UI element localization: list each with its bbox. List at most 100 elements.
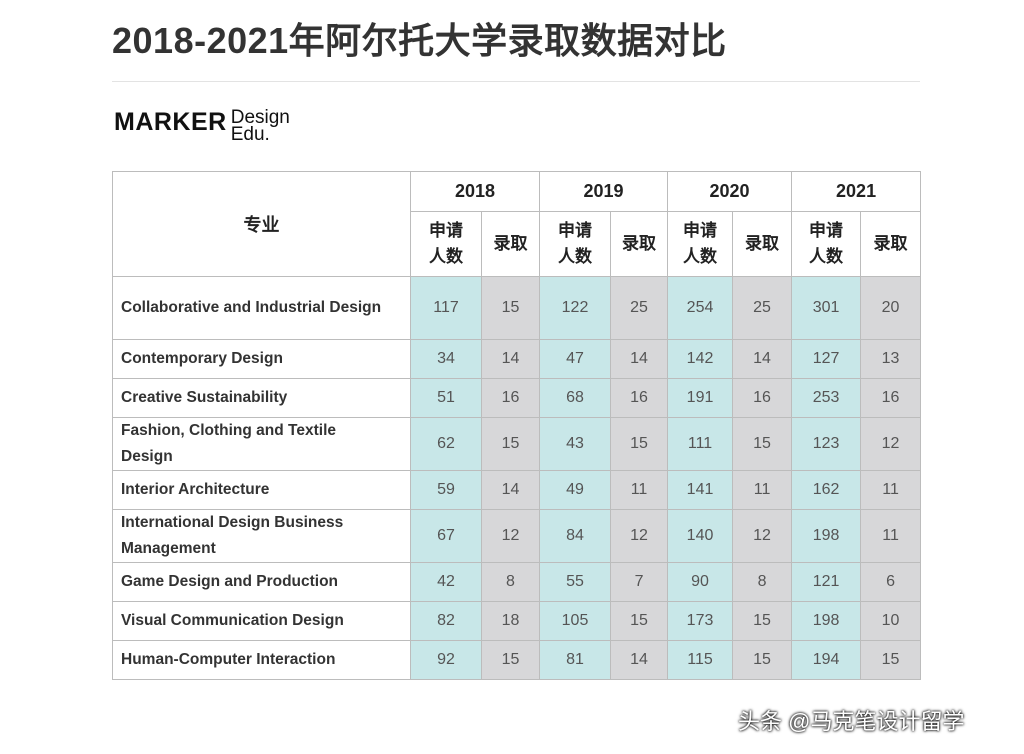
admitted-cell: 15 [732,417,793,471]
year-header: 2020 [667,171,793,212]
admitted-cell: 18 [480,601,541,641]
admitted-cell: 8 [480,562,541,602]
applicants-cell: 122 [539,276,612,340]
applicants-cell: 42 [410,562,482,602]
subheader-text: 录取 [622,234,657,253]
logo: MARKER Design Edu. [114,106,290,145]
data-row: Game Design and Production 42 8 55 7 90 8 121 6 [112,562,922,602]
major-name: International Design Business Management [121,514,344,557]
applicants-cell: 111 [667,417,734,471]
admitted-cell: 15 [480,640,541,680]
logo-main: MARKER [114,108,227,136]
divider [112,81,920,82]
major-cell: International Design Business Management [112,509,411,563]
admitted-cell: 14 [610,640,669,680]
subheader: 申请人数 [539,211,612,277]
major-name: Collaborative and Industrial Design [121,299,382,316]
admitted-cell: 11 [860,509,922,563]
data-row: Contemporary Design 34 14 47 14 142 14 127 13 [112,339,922,379]
applicants-cell: 51 [410,378,482,418]
major-name: Visual Communication Design [121,612,344,629]
applicants-cell: 191 [667,378,734,418]
logo-sub: Design Edu. [230,106,290,145]
data-row: Human-Computer Interaction 92 15 81 14 115 15 1… [112,640,922,680]
admitted-cell: 14 [610,339,669,379]
year-header: 2019 [539,171,669,212]
subheader-text: 录取 [873,234,908,253]
data-table: 专业 2018 2019 2020 2021 申请人数 录取 申请人数 录取 申请人数 录取 申请人数… [112,171,922,680]
applicants-cell: 68 [539,378,612,418]
subheader: 申请人数 [410,211,482,277]
applicants-cell: 115 [667,640,734,680]
admitted-cell: 12 [860,417,922,471]
admitted-cell: 10 [860,601,922,641]
admitted-cell: 20 [860,276,922,340]
major-cell: Creative Sustainability [112,378,411,418]
admitted-cell: 14 [480,470,541,510]
applicants-cell: 198 [791,509,862,563]
major-cell: Contemporary Design [112,339,411,379]
applicants-cell: 142 [667,339,734,379]
major-name: Fashion, Clothing and Textile Design [121,422,336,465]
applicants-cell: 49 [539,470,612,510]
title: 2018-2021年阿尔托大学录取数据对比 [112,20,727,61]
data-row: Collaborative and Industrial Design 117 15… [112,276,922,340]
major-name: Game Design and Production [121,573,339,590]
subheader-text: 录取 [493,234,528,253]
subheader: 申请人数 [791,211,862,277]
applicants-cell: 92 [410,640,482,680]
major-name: Contemporary Design [121,350,283,367]
applicants-cell: 162 [791,470,862,510]
applicants-cell: 301 [791,276,862,340]
applicants-cell: 141 [667,470,734,510]
major-cell: Visual Communication Design [112,601,411,641]
admitted-cell: 15 [732,601,793,641]
subheader-text: 申请人数 [809,221,844,266]
table-body: Collaborative and Industrial Design 117 15… [112,276,922,680]
applicants-cell: 117 [410,276,482,340]
admitted-cell: 25 [610,276,669,340]
subheader: 录取 [732,211,793,277]
applicants-cell: 105 [539,601,612,641]
subheader: 录取 [860,211,922,277]
applicants-cell: 123 [791,417,862,471]
applicants-cell: 43 [539,417,612,471]
major-cell: Interior Architecture [112,470,411,510]
year-header: 2018 [409,171,541,212]
data-row: International Design Business Management… [112,509,922,563]
applicants-cell: 121 [791,562,862,602]
logo-sub1: Design [230,107,290,128]
admitted-cell: 12 [610,509,669,563]
applicants-cell: 127 [791,339,862,379]
watermark: 头条 @马克笔设计留学 [738,709,965,734]
applicants-cell: 59 [410,470,482,510]
subheader: 录取 [480,211,541,277]
applicants-cell: 253 [791,378,862,418]
data-row: Creative Sustainability 51 16 68 16 191 16 253 1… [112,378,922,418]
applicants-cell: 55 [539,562,612,602]
subheader: 录取 [610,211,669,277]
admitted-cell: 14 [480,339,541,379]
applicants-cell: 84 [539,509,612,563]
major-cell: Game Design and Production [112,562,411,602]
major-name: Creative Sustainability [121,389,288,406]
admitted-cell: 25 [732,276,793,340]
admitted-cell: 11 [860,470,922,510]
applicants-cell: 140 [667,509,734,563]
major-cell: Collaborative and Industrial Design [112,276,411,340]
applicants-cell: 194 [791,640,862,680]
admitted-cell: 15 [860,640,922,680]
admitted-cell: 15 [732,640,793,680]
logo-sub2: Edu. [230,124,270,145]
data-row: Interior Architecture 59 14 49 11 141 11 162 11 [112,470,922,510]
corner-header: 专业 [112,171,411,277]
admitted-cell: 16 [732,378,793,418]
admitted-cell: 11 [610,470,669,510]
applicants-cell: 254 [667,276,734,340]
admitted-cell: 12 [732,509,793,563]
admitted-cell: 11 [732,470,793,510]
admitted-cell: 16 [860,378,922,418]
applicants-cell: 198 [791,601,862,641]
admitted-cell: 15 [480,417,541,471]
header-row: 专业 2018 2019 2020 2021 [112,171,922,277]
